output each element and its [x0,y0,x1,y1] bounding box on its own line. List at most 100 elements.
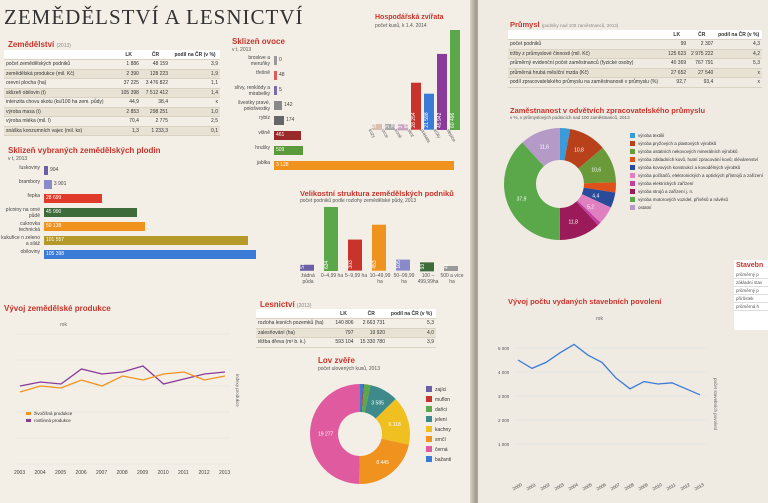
table-cell: 2,5 [170,116,220,127]
vyvoj-year-label: 2006 [76,470,87,476]
table-cell: 1,9 [170,69,220,79]
lov-value: 8 445 [376,460,389,466]
table-row: sklizeň obilovin (t) 105 398 7 512 412 1,4 [4,88,220,98]
legend-swatch [630,181,635,187]
zamest-value: 11,6 [540,145,550,151]
zamest-legend-item: výroba strojů a zařízení j. n. [630,188,768,196]
velikost-title: Velikostní struktura zemědělských podnik… [300,189,454,198]
legend-swatch [630,189,635,195]
vyvoj-year-label: 2010 [158,470,169,476]
zamest-value: 37,9 [517,196,527,202]
header-cell [4,50,117,60]
lov-value: 6 118 [389,422,401,428]
ovoce-bar [274,56,277,65]
zamest-legend: výroba textilií výroba pryžových a plasto… [630,132,768,212]
stavebnictvi-row: průměrný p [734,271,768,279]
table-cell: 1,0 [170,107,220,117]
velikost-bar: 93 [420,261,434,271]
stav-ytick: 5 000 [498,346,510,351]
stav-ylabel: počet stavebních povolení [713,378,718,431]
header-cell: podíl na ČR (v %) [386,309,436,319]
plodiny-title: Sklizeň vybraných zemědělských plodin [8,146,161,155]
plodiny-bar: 28 699 [44,194,102,203]
prumysl-table: LK ČR podíl na ČR (v %) počet podniků 99 2 30… [508,30,762,88]
velikost-bar: 453 [372,225,386,271]
lov-legend-swatch [426,386,432,392]
plodiny-bar [44,180,52,189]
plodiny-bar: 101 557 [44,236,249,245]
header-cell [256,309,332,319]
legend-swatch [630,133,635,139]
table-cell: počet podniků [508,39,666,50]
velikost-label: 100 –499,99ha [417,273,439,285]
zvirata-chart: 507 kozy 3 393 ovce 3 857 koně 28 254 skot 21 59… [368,30,467,144]
table-cell: 27 652 [665,68,689,78]
lov-legend-label: daňci [435,407,447,413]
zamest-sub: v %, v průmyslových podnicích nad 100 za… [510,115,630,120]
stav-ytick: 4 000 [498,370,510,375]
zamest-slice [576,200,601,226]
stav-axis-title: rok [596,316,603,322]
legend-swatch [630,165,635,171]
velikost-bar: 57 [300,263,314,271]
table-cell: výroba masa (t) [4,107,117,117]
lov-slice [375,398,410,445]
lov-legend-label: jeleni [434,417,447,423]
plodiny-label: kukuřice n zeleno a siláž [1,235,40,247]
legend-swatch [630,149,635,155]
table-cell: 3,9 [170,59,220,70]
plodiny-bar: 50 138 [44,222,145,231]
table-header: LK ČR podíl na ČR (v %) [256,309,436,319]
velikost-bar: 41 [444,263,458,271]
legend-swatch [630,173,635,179]
stavebnictvi-row: průměrná h [734,303,768,311]
zamest-slice [504,142,560,240]
header-cell: ČR [355,309,387,319]
zamest-legend-item: výroba ostatních nekovových minerálních … [630,148,768,156]
plodiny-sub: v t, 2013 [8,156,28,162]
table-cell: tržby z průmyslové činnosti (mil. Kč) [508,49,666,59]
lov-legend-label: černá [435,447,448,453]
header-cell: LK [331,309,356,319]
lov-value: 19 277 [318,432,334,438]
stavebnictvi-row: průměrný p [734,287,768,295]
table-cell: 48 159 [140,59,170,70]
stav-series [517,343,701,396]
stav-chart: rok 1 000 2 000 3 000 4 000 5 000 2000 2001 2002… [498,316,718,492]
table-cell: 1,4 [170,88,220,98]
plodiny-label: pícniny na orné půdě [5,207,40,219]
table-cell: počet zemědělských podniků [4,59,117,70]
lov-value: 3 585 [371,400,384,406]
stav-year-label: 2007 [610,482,622,492]
table-row: počet podniků 99 2 307 4,3 [508,39,762,50]
lov-title: Lov zvěře [318,356,355,365]
table-cell: sklizeň obilovin (t) [4,88,117,98]
plodiny-bar [44,166,48,175]
zamest-legend-item: výroba textilií [630,132,768,140]
vyvoj-axis-title: rok [60,322,67,328]
table-cell: 2 307 [688,39,716,50]
prumysl-title: Průmysl (podniky nad 100 zaměstnanců, 20… [510,20,619,29]
stav-ytick: 2 000 [498,418,510,423]
stavebnictvi-title: Stavebn [736,262,764,269]
plodiny-label: cukrovka technická [18,221,40,233]
zem-title: Zemědělství (2013) [8,40,71,49]
table-row: orevní plocha (ha) 37 225 3 476 822 1,1 [4,78,220,89]
velikost-label: 0–4,99 ha [320,273,344,279]
velikost-bar: 303 [348,240,362,271]
zvirata-bar: 21 598 [424,94,434,130]
ovoce-label: švestky pravé, pološvestky [238,100,270,112]
ovoce-label: třešně [256,70,270,76]
vyvoj-year-label: 2003 [14,470,25,476]
left-page: ZEMĚDĚLSTVÍ A LESNICTVÍ Zemědělství (201… [0,0,474,503]
header-cell: ČR [688,30,716,40]
table-cell: 0,1 [170,126,220,136]
lov-sub: počet ulovených kusů, 2013 [318,366,380,372]
vyvoj-year-label: 2012 [199,470,210,476]
ovoce-bar: 509 [274,146,304,155]
header-cell: podíl na ČR (v %) [715,30,762,40]
header-cell: ČR [140,50,170,60]
table-cell: 140 806 [331,318,356,329]
legend-label: výroba textilií [638,133,665,138]
stavebnictvi-box: Stavebn průměrný p základní stav průměrný … [734,260,768,330]
